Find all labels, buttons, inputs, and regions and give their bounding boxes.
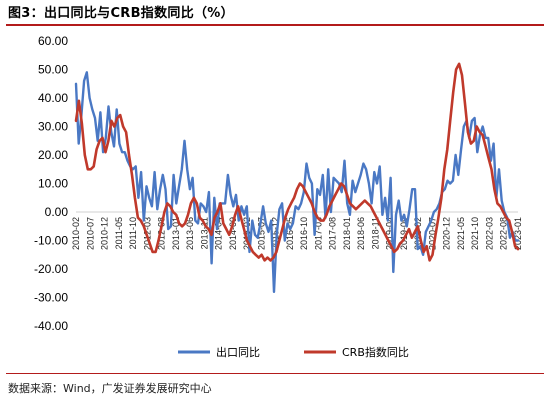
legend-label: 出口同比 xyxy=(216,345,260,359)
y-tick-label: 40.00 xyxy=(38,91,68,105)
x-tick-label: 2019-04 xyxy=(385,217,395,250)
x-tick-label: 2013-06 xyxy=(185,217,195,250)
y-tick-label: -30.00 xyxy=(34,291,68,305)
y-tick-label: 10.00 xyxy=(38,177,68,191)
x-tick-label: 2016-10 xyxy=(299,217,309,250)
bottom-rule xyxy=(6,373,544,374)
y-tick-label: 20.00 xyxy=(38,148,68,162)
legend-label: CRB指数同比 xyxy=(342,345,409,359)
x-tick-label: 2011-10 xyxy=(128,217,138,249)
x-tick-label: 2010-02 xyxy=(71,217,81,250)
x-tick-label: 2010-07 xyxy=(85,217,95,250)
x-tick-label: 2019-09 xyxy=(399,217,409,250)
x-tick-label: 2016-05 xyxy=(285,217,295,250)
x-tick-label: 2012-08 xyxy=(157,217,167,250)
y-axis: 60.00 50.00 40.00 30.00 20.00 10.00 0.00 -10.00… xyxy=(34,34,68,333)
x-tick-label: 2021-10 xyxy=(470,217,480,250)
x-axis: 2010-02 2010-07 2010-12 2011-05 2011-10 2012-… xyxy=(71,217,523,250)
x-tick-label: 2017-03 xyxy=(313,217,323,250)
x-tick-label: 2011-05 xyxy=(114,217,124,249)
figure-title: 图3：出口同比与CRB指数同比（%） xyxy=(8,6,234,21)
x-tick-label: 2013-01 xyxy=(171,217,181,250)
series-line-export-yoy xyxy=(74,71,520,293)
x-tick-label: 2014-09 xyxy=(228,217,238,250)
y-tick-label: 0.00 xyxy=(45,205,69,219)
y-tick-label: -20.00 xyxy=(34,262,68,276)
x-tick-label: 2022-08 xyxy=(499,217,509,250)
x-tick-label: 2015-07 xyxy=(256,217,266,250)
title-rule xyxy=(6,24,544,26)
x-tick-label: 2015-12 xyxy=(271,217,281,250)
x-tick-label: 2010-12 xyxy=(100,217,110,250)
y-tick-label: -40.00 xyxy=(34,319,68,333)
x-tick-label: 2020-12 xyxy=(442,217,452,250)
chart-legend: 出口同比 CRB指数同比 xyxy=(178,345,409,359)
x-tick-label: 2015-02 xyxy=(242,217,252,250)
x-tick-label: 2018-06 xyxy=(356,217,366,250)
x-tick-label: 2017-08 xyxy=(328,217,338,250)
y-tick-label: 50.00 xyxy=(38,63,68,77)
x-tick-label: 2018-11 xyxy=(370,217,380,249)
x-tick-label: 2018-01 xyxy=(342,217,352,250)
x-tick-label: 2014-04 xyxy=(214,217,224,250)
x-tick-label: 2022-03 xyxy=(484,217,494,250)
x-tick-label: 2023-01 xyxy=(513,217,523,250)
source-note: 数据来源：Wind，广发证券发展研究中心 xyxy=(8,382,212,395)
y-tick-label: -10.00 xyxy=(34,234,68,248)
x-tick-label: 2013-11 xyxy=(199,217,209,249)
y-tick-label: 30.00 xyxy=(38,120,68,134)
plot-lines xyxy=(74,62,520,293)
x-tick-label: 2020-07 xyxy=(427,217,437,250)
x-tick-label: 2021-05 xyxy=(456,217,466,250)
y-tick-label: 60.00 xyxy=(38,34,68,48)
series-line-crb-yoy xyxy=(74,62,520,262)
